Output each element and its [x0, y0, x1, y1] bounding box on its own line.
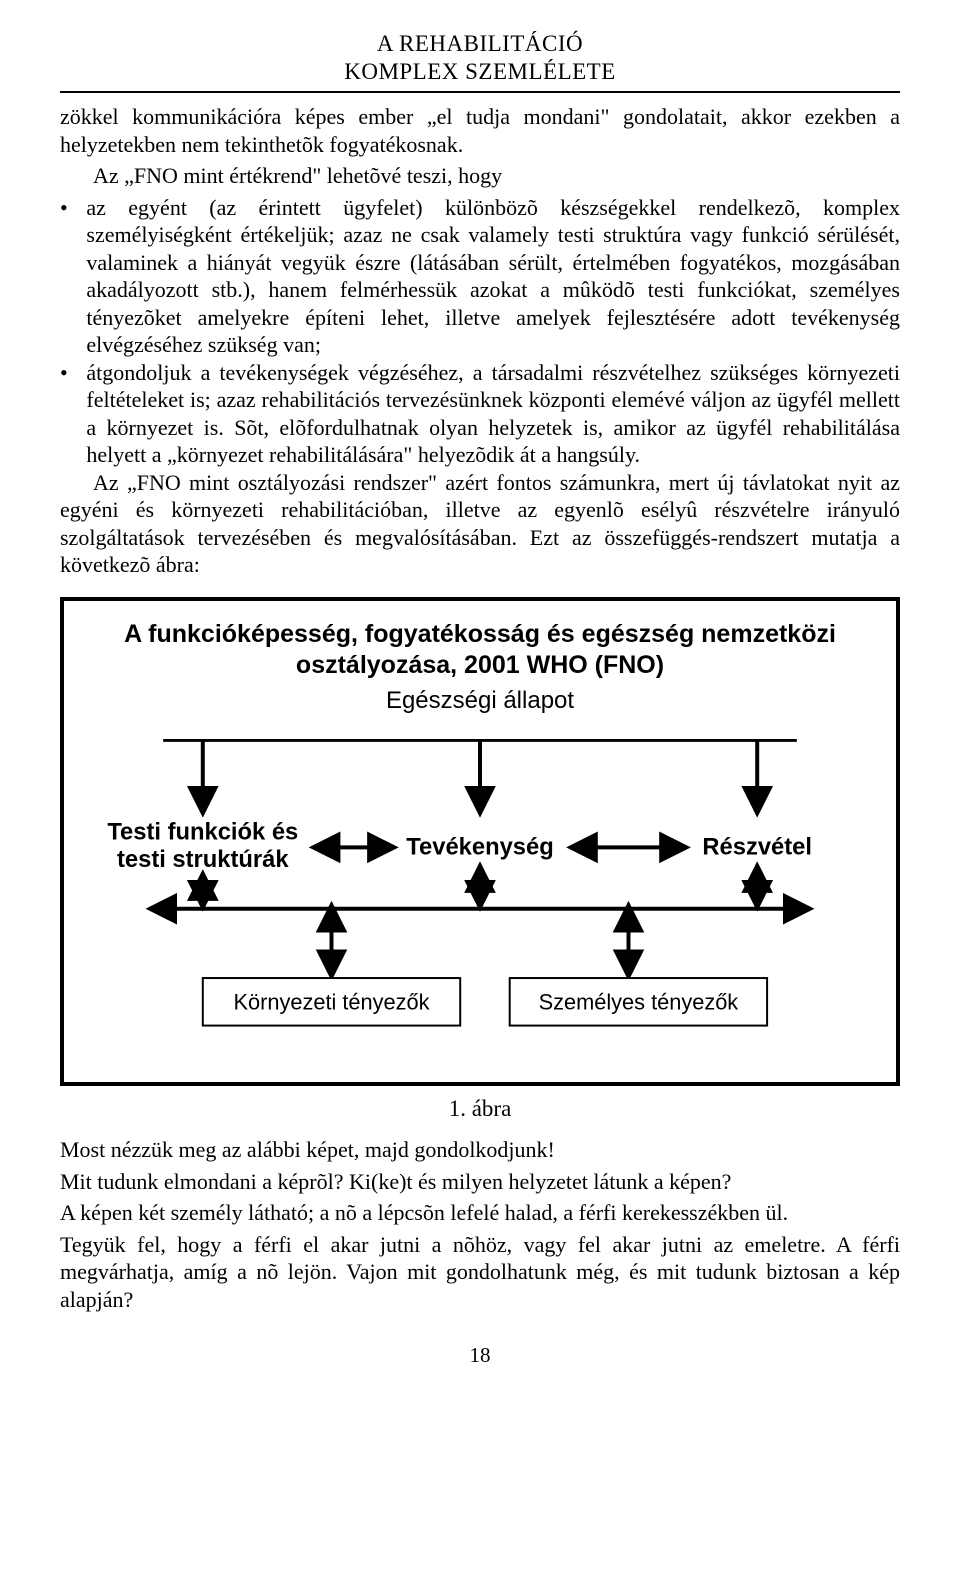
- fno-diagram: A funkcióképesség, fogyatékosság és egés…: [60, 597, 900, 1087]
- node-env: Környezeti tényezők: [233, 990, 429, 1015]
- diagram-title-line1: A funkcióképesség, fogyatékosság és egés…: [124, 620, 836, 648]
- node-pers: Személyes tényezők: [539, 990, 739, 1015]
- header-line1: A REHABILITÁCIÓ: [60, 30, 900, 58]
- node-left-l1: Testi funkciók és: [107, 819, 298, 846]
- node-right: Részvétel: [702, 833, 812, 860]
- node-left-l2: testi struktúrák: [117, 846, 289, 873]
- bullet-1: az egyént (az érintett ügyfelet) különbö…: [60, 194, 900, 359]
- page-header: A REHABILITÁCIÓ KOMPLEX SZEMLÉLETE: [60, 30, 900, 93]
- diagram-title: A funkcióképesség, fogyatékosság és egés…: [84, 619, 876, 682]
- paragraph-4: Most nézzük meg az alábbi képet, majd go…: [60, 1136, 900, 1164]
- diagram-title-line2: osztályozása, 2001 WHO (FNO): [296, 651, 664, 679]
- paragraph-7: Tegyük fel, hogy a férfi el akar jutni a…: [60, 1231, 900, 1314]
- paragraph-2-intro: Az „FNO mint értékrend" lehetõvé teszi, …: [60, 162, 900, 190]
- header-line2: KOMPLEX SZEMLÉLETE: [60, 58, 900, 86]
- body-text-block-2: Most nézzük meg az alábbi képet, majd go…: [60, 1136, 900, 1313]
- body-text-block: zökkel kommunikációra képes ember „el tu…: [60, 103, 900, 579]
- paragraph-6: A képen két személy látható; a nõ a lépc…: [60, 1199, 900, 1227]
- bullet-2: átgondoljuk a tevékenységek végzéséhez, …: [60, 359, 900, 469]
- node-mid: Tevékenység: [406, 833, 553, 860]
- diagram-svg: Testi funkciók és testi struktúrák Tevék…: [84, 719, 876, 1049]
- paragraph-3: Az „FNO mint osztályozási rendszer" azér…: [60, 469, 900, 579]
- paragraph-1: zökkel kommunikációra képes ember „el tu…: [60, 103, 900, 158]
- diagram-caption: 1. ábra: [60, 1096, 900, 1122]
- page-number: 18: [60, 1343, 900, 1368]
- diagram-top-label: Egészségi állapot: [84, 687, 876, 715]
- paragraph-5: Mit tudunk elmondani a képrõl? Ki(ke)t é…: [60, 1168, 900, 1196]
